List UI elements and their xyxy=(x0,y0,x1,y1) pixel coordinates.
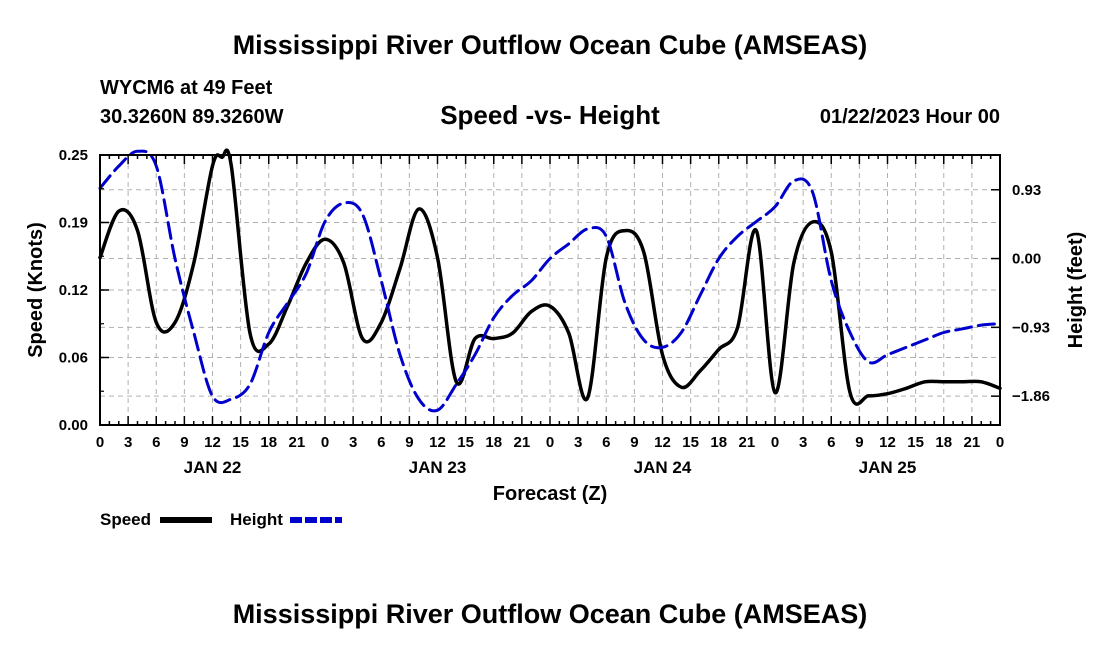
legend-speed-label: Speed xyxy=(100,510,151,529)
y-tick-label: 0.06 xyxy=(59,350,88,367)
y-tick-label: 0.19 xyxy=(59,215,88,232)
series-line-speed xyxy=(98,148,1002,406)
y2-tick-label: 0.00 xyxy=(1012,251,1041,268)
y-tick-label: 0.00 xyxy=(59,417,88,434)
x-tick-label: 18 xyxy=(935,434,952,451)
y-axis-label: Speed (Knots) xyxy=(25,222,47,358)
x-tick-label: 18 xyxy=(260,434,277,451)
y2-tick-label: 0.93 xyxy=(1012,182,1041,199)
x-tick-label: 15 xyxy=(457,434,474,451)
x-tick-label: 15 xyxy=(907,434,924,451)
legend-height-label: Height xyxy=(230,510,283,529)
x-tick-label: 9 xyxy=(180,434,188,451)
x-tick-label: 12 xyxy=(429,434,446,451)
y-tick-label: 0.12 xyxy=(59,282,88,299)
x-tick-label: 15 xyxy=(232,434,249,451)
x-date-label: JAN 22 xyxy=(184,458,242,477)
x-date-label: JAN 23 xyxy=(409,458,467,477)
station-coordinates: 30.3260N 89.3260W xyxy=(100,106,284,128)
chart-subtitle: Speed -vs- Height xyxy=(440,100,660,130)
x-tick-label: 0 xyxy=(96,434,104,451)
x-tick-label: 6 xyxy=(827,434,835,451)
x-tick-label: 15 xyxy=(682,434,699,451)
x-tick-label: 6 xyxy=(152,434,160,451)
forecast-datetime: 01/22/2023 Hour 00 xyxy=(819,106,1000,128)
x-tick-label: 12 xyxy=(204,434,221,451)
x-tick-label: 21 xyxy=(289,434,306,451)
x-tick-label: 9 xyxy=(630,434,638,451)
x-tick-label: 12 xyxy=(879,434,896,451)
x-tick-label: 12 xyxy=(654,434,671,451)
x-date-label: JAN 25 xyxy=(859,458,917,477)
y2-tick-label: −0.93 xyxy=(1012,319,1050,336)
y2-tick-label: −1.86 xyxy=(1012,388,1050,405)
x-tick-label: 0 xyxy=(546,434,554,451)
x-tick-label: 21 xyxy=(739,434,756,451)
x-axis-label: Forecast (Z) xyxy=(493,483,607,505)
chart-series xyxy=(98,148,1002,413)
chart-main-title: Mississippi River Outflow Ocean Cube (AM… xyxy=(232,30,868,60)
x-tick-label: 0 xyxy=(321,434,329,451)
x-tick-label: 6 xyxy=(377,434,385,451)
chart-axes: 0 3 6 9 12 15 18 21 0 3 6 9 12 15 18 21 0 3 6 9 12 15 18 21 0 3 6 9… xyxy=(59,147,1050,477)
x-tick-label: 18 xyxy=(710,434,727,451)
x-tick-label: 3 xyxy=(349,434,357,451)
x-tick-label: 21 xyxy=(514,434,531,451)
x-tick-label: 6 xyxy=(602,434,610,451)
x-tick-label: 9 xyxy=(855,434,863,451)
x-tick-label: 9 xyxy=(405,434,413,451)
chart-legend: Speed Height xyxy=(100,510,342,529)
x-tick-label: 3 xyxy=(799,434,807,451)
station-label: WYCM6 at 49 Feet xyxy=(100,77,273,99)
x-tick-label: 0 xyxy=(771,434,779,451)
x-tick-label: 3 xyxy=(124,434,132,451)
y2-axis-label: Height (feet) xyxy=(1065,232,1087,349)
x-date-label: JAN 24 xyxy=(634,458,692,477)
x-tick-label: 3 xyxy=(574,434,582,451)
series-line-height xyxy=(98,149,1002,413)
x-tick-label: 0 xyxy=(996,434,1004,451)
y-tick-label: 0.25 xyxy=(59,147,88,164)
x-tick-label: 18 xyxy=(485,434,502,451)
x-tick-label: 21 xyxy=(964,434,981,451)
chart-footer-title: Mississippi River Outflow Ocean Cube (AM… xyxy=(232,599,868,629)
